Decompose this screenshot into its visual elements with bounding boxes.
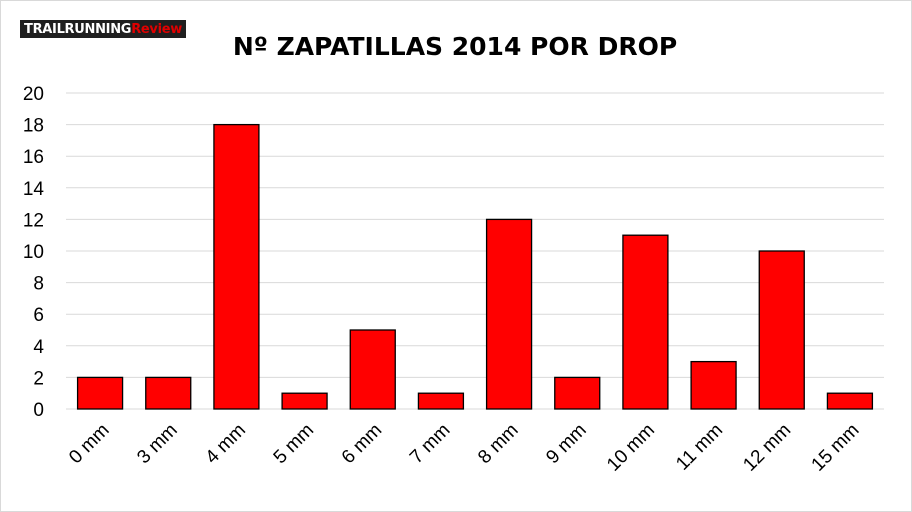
- bars: [76, 123, 874, 410]
- x-tick-label: 0 mm: [65, 420, 113, 468]
- bar-8mm: [485, 218, 533, 410]
- y-tick-label: 10: [23, 242, 44, 263]
- y-tick-label: 20: [23, 84, 44, 105]
- y-tick-label: 2: [33, 368, 44, 389]
- y-tick-label: 14: [23, 179, 45, 200]
- bar-15mm: [826, 392, 874, 410]
- bar-7mm: [417, 392, 465, 410]
- logo-text-trailrunning: TRAILRUNNING: [24, 21, 132, 37]
- x-tick-label: 5 mm: [270, 420, 318, 468]
- x-tick-label: 9 mm: [542, 420, 590, 468]
- y-tick-label: 0: [33, 400, 44, 421]
- bar-12mm: [758, 250, 805, 410]
- bar-4mm: [213, 123, 260, 410]
- y-tick-label: 6: [33, 305, 44, 326]
- bar-6mm: [349, 329, 396, 410]
- x-tick-label: 8 mm: [474, 420, 522, 468]
- bar-9mm: [554, 376, 601, 410]
- chart-title: Nº ZAPATILLAS 2014 POR DROP: [233, 32, 677, 61]
- x-axis-ticks: 0 mm 3 mm 4 mm 5 mm 6 mm 7 mm 8 mm 9 mm 10 mm 11 …: [65, 420, 863, 476]
- bar-3mm: [145, 376, 192, 410]
- y-tick-label: 8: [33, 274, 44, 295]
- x-tick-label: 10 mm: [603, 420, 659, 476]
- x-tick-label: 11 mm: [672, 420, 727, 475]
- bar-11mm: [690, 360, 737, 410]
- bar-0mm: [76, 376, 124, 410]
- y-tick-label: 4: [33, 337, 44, 358]
- x-tick-label: 7 mm: [406, 420, 454, 468]
- y-tick-label: 12: [23, 210, 44, 231]
- bar-10mm: [622, 234, 669, 410]
- logo-text-review: Review: [131, 21, 182, 37]
- x-tick-label: 15 mm: [808, 420, 864, 476]
- y-tick-label: 16: [23, 147, 44, 168]
- y-tick-label: 18: [23, 116, 44, 137]
- x-tick-label: 4 mm: [202, 420, 250, 468]
- y-axis-ticks: 0 2 4 6 8 10 12 14 16 18 20: [23, 84, 45, 421]
- bar-5mm: [281, 392, 328, 410]
- site-logo: TRAILRUNNING Review: [20, 20, 186, 38]
- x-tick-label: 3 mm: [133, 420, 181, 468]
- gridlines: [66, 92, 884, 410]
- x-tick-label: 6 mm: [338, 420, 386, 468]
- x-tick-label: 12 mm: [739, 420, 795, 476]
